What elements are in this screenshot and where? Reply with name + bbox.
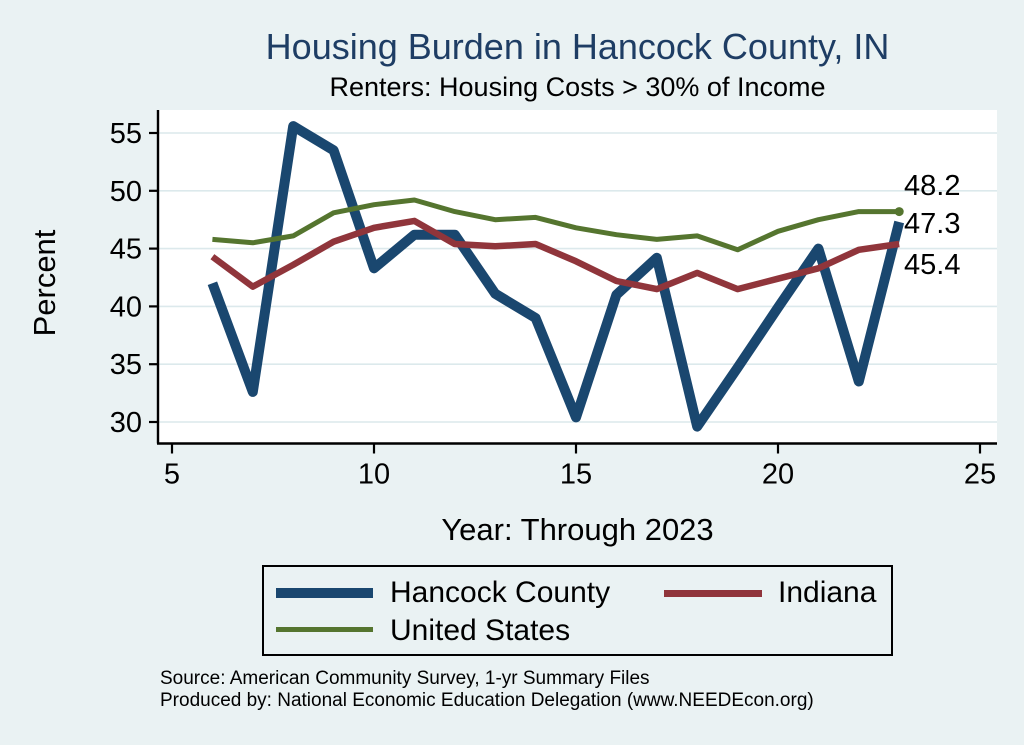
x-tick-label-25: 25 (964, 459, 996, 491)
x-tick-label-5: 5 (164, 459, 180, 491)
y-tick-label-55: 55 (110, 118, 142, 150)
source-note: Source: American Community Survey, 1-yr … (160, 668, 960, 712)
legend-label-indiana: Indiana (778, 576, 877, 609)
chart-subtitle: Renters: Housing Costs > 30% of Income (329, 72, 826, 102)
y-tick-label-30: 30 (110, 407, 142, 439)
x-tick-label-15: 15 (560, 459, 592, 491)
y-axis-title: Percent (27, 229, 62, 337)
y-tick-label-50: 50 (110, 176, 142, 208)
source-line-1: Source: American Community Survey, 1-yr … (160, 668, 650, 689)
legend-swatch-indiana (664, 590, 762, 597)
end-value-label-indiana: 45.4 (904, 249, 961, 281)
series-end-marker-united-states (894, 207, 904, 217)
series-line-indiana (210, 217, 900, 293)
legend-label-hancock-county: Hancock County (390, 576, 611, 609)
legend-swatch-hancock-county (276, 588, 373, 598)
legend-label-united-states: United States (390, 614, 571, 647)
end-value-label-hancock-county: 47.3 (904, 208, 961, 240)
source-line-2: Produced by: National Economic Education… (160, 690, 814, 711)
chart-title: Housing Burden in Hancock County, IN (265, 26, 890, 67)
series-line-hancock-county (207, 121, 905, 432)
x-axis-title: Year: Through 2023 (441, 512, 714, 547)
legend-swatch-united-states (276, 627, 373, 632)
y-tick-label-45: 45 (110, 234, 142, 266)
y-tick-label-40: 40 (110, 291, 142, 323)
series-line-united-states (212, 197, 900, 253)
x-tick-label-20: 20 (762, 459, 794, 491)
legend: Hancock County Indiana United States (262, 565, 893, 656)
plot-area (158, 110, 997, 444)
y-tick-label-35: 35 (110, 349, 142, 381)
x-tick-label-10: 10 (358, 459, 390, 491)
end-value-label-united-states: 48.2 (904, 170, 961, 202)
